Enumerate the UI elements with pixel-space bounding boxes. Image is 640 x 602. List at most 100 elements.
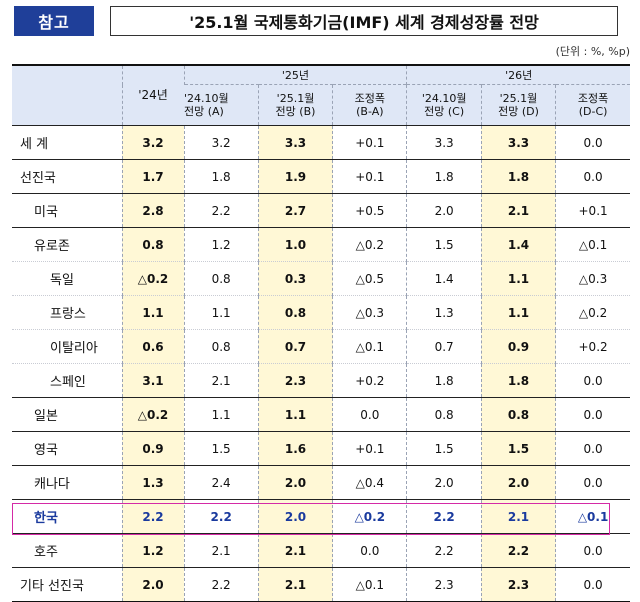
value-cell: +0.5 (332, 193, 407, 228)
value-cell: △0.2 (121, 261, 184, 296)
value-cell: 3.3 (406, 125, 482, 160)
value-cell: 0.0 (555, 533, 630, 568)
value-cell: △0.4 (332, 465, 407, 500)
value-cell: 0.8 (183, 261, 259, 296)
value-cell: △0.2 (332, 227, 407, 262)
value-cell: 0.8 (121, 227, 184, 262)
value-cell: 2.0 (121, 567, 184, 602)
value-cell: 1.7 (121, 159, 184, 194)
value-cell: 1.8 (183, 159, 259, 194)
value-cell: 3.2 (121, 125, 184, 160)
row-label: 스페인 (12, 363, 122, 398)
value-cell: 0.8 (257, 295, 333, 330)
header-sub-col: '24.10월 전망 (C) (406, 84, 482, 126)
unit-note: (단위 : %, %p) (555, 45, 630, 58)
value-cell: +0.1 (555, 193, 630, 228)
value-cell: 2.2 (480, 533, 556, 568)
value-cell: 0.0 (332, 533, 407, 568)
value-cell: 0.0 (555, 567, 630, 602)
table-header-row-sub: '24.10월 전망 (A) '25.1월 전망 (B) 조정폭 (B-A) '24.… (12, 84, 630, 126)
value-cell: 1.1 (183, 397, 259, 432)
value-cell: △0.1 (555, 227, 630, 262)
value-cell: +0.1 (332, 125, 407, 160)
table-row: 영국 0.9 1.5 1.6 +0.1 1.5 1.5 0.0 (12, 431, 630, 466)
value-cell: 0.0 (555, 159, 630, 194)
value-cell: +0.2 (332, 363, 407, 398)
value-cell: 0.8 (406, 397, 482, 432)
table-row: 일본 △0.2 1.1 1.1 0.0 0.8 0.8 0.0 (12, 397, 630, 432)
value-cell: 1.1 (480, 261, 556, 296)
value-cell: 1.8 (480, 363, 556, 398)
value-cell: 2.1 (183, 363, 259, 398)
value-cell: 0.0 (555, 363, 630, 398)
value-cell: 2.2 (183, 567, 259, 602)
value-cell: 2.0 (480, 465, 556, 500)
row-label: 이탈리아 (12, 329, 122, 364)
value-cell: 2.4 (183, 465, 259, 500)
value-cell: 2.2 (406, 499, 482, 534)
value-cell: 2.0 (406, 193, 482, 228)
value-cell: 2.2 (183, 499, 259, 534)
value-cell: 2.2 (183, 193, 259, 228)
table-row: 캐나다 1.3 2.4 2.0 △0.4 2.0 2.0 0.0 (12, 465, 630, 500)
table-row: 프랑스 1.1 1.1 0.8 △0.3 1.3 1.1 △0.2 (12, 295, 630, 330)
row-label: 선진국 (12, 159, 122, 194)
value-cell: 1.4 (406, 261, 482, 296)
growth-forecast-table: '24년 '25년 '26년 '24.10월 전망 (A) '25.1월 전망 (B… (12, 64, 630, 602)
value-cell: 0.3 (257, 261, 333, 296)
value-cell: 1.5 (406, 227, 482, 262)
header-sub-col: 조정폭 (D-C) (555, 84, 630, 126)
value-cell: 1.4 (480, 227, 556, 262)
value-cell: 2.3 (257, 363, 333, 398)
value-cell: 2.8 (121, 193, 184, 228)
value-cell: 1.6 (257, 431, 333, 466)
row-label: 세 계 (12, 125, 122, 160)
table-row: 한국 2.2 2.2 2.0 △0.2 2.2 2.1 △0.1 (12, 499, 630, 534)
value-cell: 1.0 (257, 227, 333, 262)
row-label: 캐나다 (12, 465, 122, 500)
value-cell: 0.0 (555, 465, 630, 500)
value-cell: 3.3 (480, 125, 556, 160)
value-cell: △0.2 (121, 397, 184, 432)
value-cell: 0.6 (121, 329, 184, 364)
value-cell: 1.1 (257, 397, 333, 432)
table-row: 미국 2.8 2.2 2.7 +0.5 2.0 2.1 +0.1 (12, 193, 630, 228)
value-cell: 1.3 (121, 465, 184, 500)
value-cell: 3.3 (257, 125, 333, 160)
value-cell: 1.2 (121, 533, 184, 568)
value-cell: △0.2 (555, 295, 630, 330)
table-row: 세 계 3.2 3.2 3.3 +0.1 3.3 3.3 0.0 (12, 125, 630, 160)
value-cell: +0.2 (555, 329, 630, 364)
reference-tag: 참고 (14, 6, 94, 36)
value-cell: △0.1 (332, 567, 407, 602)
table-row: 기타 선진국 2.0 2.2 2.1 △0.1 2.3 2.3 0.0 (12, 567, 630, 602)
header-sub-col: '25.1월 전망 (B) (257, 84, 333, 126)
page-title: '25.1월 국제통화기금(IMF) 세계 경제성장률 전망 (110, 6, 618, 36)
value-cell: 0.7 (257, 329, 333, 364)
value-cell: 1.2 (183, 227, 259, 262)
table-row: 이탈리아 0.6 0.8 0.7 △0.1 0.7 0.9 +0.2 (12, 329, 630, 364)
table-row: 선진국 1.7 1.8 1.9 +0.1 1.8 1.8 0.0 (12, 159, 630, 194)
value-cell: 1.8 (406, 363, 482, 398)
value-cell: 0.0 (332, 397, 407, 432)
table-row: 스페인 3.1 2.1 2.3 +0.2 1.8 1.8 0.0 (12, 363, 630, 398)
header-year-26: '26년 (406, 65, 630, 85)
header-blank-cell (12, 65, 122, 126)
row-label: 미국 (12, 193, 122, 228)
value-cell: 0.7 (406, 329, 482, 364)
value-cell: 2.7 (257, 193, 333, 228)
row-label: 일본 (12, 397, 122, 432)
value-cell: 2.1 (257, 533, 333, 568)
header-sub-col: 조정폭 (B-A) (332, 84, 407, 126)
table-row: 호주 1.2 2.1 2.1 0.0 2.2 2.2 0.0 (12, 533, 630, 568)
value-cell: 2.1 (480, 499, 556, 534)
value-cell: 1.8 (406, 159, 482, 194)
value-cell: 0.0 (555, 125, 630, 160)
header-sub-col: '24.10월 전망 (A) (184, 84, 259, 126)
value-cell: 1.1 (183, 295, 259, 330)
value-cell: 1.1 (121, 295, 184, 330)
row-label: 호주 (12, 533, 122, 568)
value-cell: △0.1 (555, 499, 630, 534)
header-year-24: '24년 (121, 65, 184, 126)
value-cell: 2.2 (406, 533, 482, 568)
